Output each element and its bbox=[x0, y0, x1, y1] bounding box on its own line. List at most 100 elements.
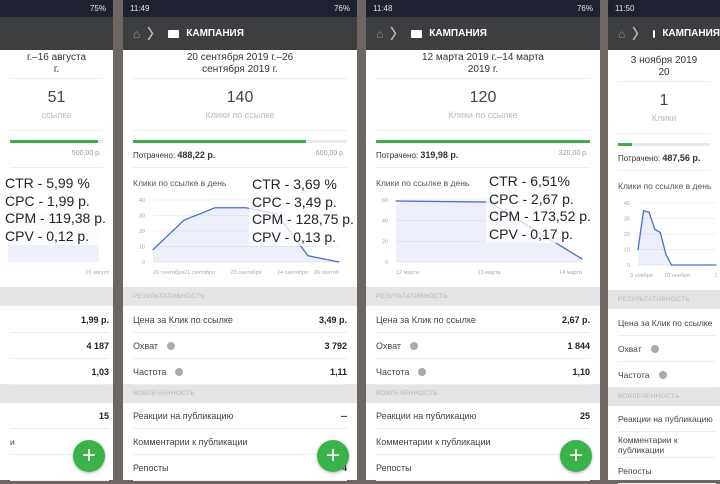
info-icon[interactable] bbox=[650, 345, 659, 354]
metric-label: Реакции на публикацию bbox=[618, 413, 713, 424]
metric-row: 4 187 bbox=[10, 333, 109, 359]
info-icon[interactable] bbox=[175, 368, 184, 377]
data-point bbox=[338, 261, 340, 263]
metric-label: Цена за Клик по ссылке bbox=[133, 314, 233, 325]
metric-label: Цена за Клик по ссылке bbox=[618, 317, 713, 328]
data-point bbox=[648, 211, 650, 213]
date-line: г.–16 августа bbox=[26, 52, 87, 63]
metrics-overlay: CTR - 5,99 % CPC - 1,99 р. CPM - 119,38 р.… bbox=[2, 175, 109, 245]
x-tick-label: 16 август bbox=[85, 270, 109, 276]
overlay-metric: CTR - 6,51% bbox=[489, 173, 570, 189]
metric-row: Частота 1,11 bbox=[133, 359, 347, 385]
metric-label: Частота bbox=[376, 366, 410, 377]
divider bbox=[376, 130, 590, 131]
status-time: 11:50 bbox=[615, 4, 635, 13]
breadcrumb-campaign[interactable]: КАМПАНИЯ bbox=[186, 28, 244, 39]
x-tick-label: 26 сентяб bbox=[314, 270, 339, 276]
metric-label: Комментарии к публикации bbox=[133, 436, 248, 447]
metric-label: Охват bbox=[376, 340, 402, 351]
add-button[interactable]: + bbox=[560, 440, 592, 472]
y-tick-label: 40 bbox=[624, 201, 630, 207]
data-point bbox=[670, 264, 673, 266]
section-header-performance: РЕЗУЛЬТАТИВНОСТЬ bbox=[366, 287, 600, 306]
metric-label: Охват bbox=[618, 343, 642, 354]
info-icon[interactable] bbox=[410, 342, 419, 351]
metric-label: Репосты bbox=[376, 462, 412, 473]
metric-label: Частота bbox=[133, 366, 167, 377]
divider bbox=[10, 130, 103, 131]
metric-label: Цена за Клик по ссылке bbox=[376, 314, 476, 325]
breadcrumb-campaign[interactable]: КАМПАНИЯ bbox=[429, 28, 487, 39]
metric-row: Охват bbox=[618, 336, 716, 362]
info-icon[interactable] bbox=[658, 371, 667, 380]
info-icon[interactable] bbox=[167, 342, 176, 351]
status-battery: 76% bbox=[333, 4, 350, 13]
phone-screen-b: 11:49 76% ⌂ 〉 КАМПАНИЯ 20 сентября 2019 г.–… bbox=[123, 0, 357, 481]
chart-title: Клики по ссылке в день bbox=[376, 178, 470, 188]
clicks-chart: 0 10 20 30 40 3 ноября 10 ноября 1 bbox=[624, 201, 718, 279]
clicks-label: Клики bbox=[651, 113, 677, 123]
data-point bbox=[183, 219, 185, 221]
budget-progress-bar bbox=[133, 140, 347, 143]
metric-value: 3,49 р. bbox=[318, 314, 347, 325]
metric-row: Цена за Клик по ссылке 3,49 р. bbox=[133, 307, 347, 333]
metrics-overlay: CTR - 6,51% CPC - 2,67 р. CPM - 173,52 р. C… bbox=[486, 173, 594, 243]
spent-text: Потрачено: 487,56 р. bbox=[618, 153, 700, 163]
date-line: 20 сентября 2019 г.–26 bbox=[186, 52, 294, 63]
folder-icon bbox=[411, 29, 423, 38]
add-button[interactable]: + bbox=[317, 440, 349, 472]
metric-row: Частота bbox=[618, 362, 716, 388]
date-line: сентября 2019 г. bbox=[202, 64, 278, 75]
budget-progress-fill bbox=[376, 140, 590, 143]
chevron-right-icon: 〉 bbox=[147, 25, 162, 42]
chart-area bbox=[638, 210, 716, 265]
add-button[interactable]: + bbox=[73, 440, 105, 472]
metric-row: 15 bbox=[10, 403, 109, 429]
chevron-right-icon: 〉 bbox=[632, 25, 647, 42]
x-tick-label: 21 сентября bbox=[184, 270, 215, 276]
y-tick-label: 20 bbox=[624, 232, 630, 238]
date-line: 20 bbox=[658, 67, 670, 78]
data-point bbox=[704, 264, 706, 266]
status-battery: 75% bbox=[89, 4, 106, 13]
x-tick-label: 14 марта bbox=[559, 270, 583, 276]
data-point bbox=[659, 231, 661, 234]
data-point bbox=[642, 210, 645, 212]
metric-row: Реакции на публикацию -- bbox=[133, 403, 347, 429]
plus-icon: + bbox=[81, 442, 96, 469]
breadcrumb: ⌂ 〉 КАМПАНИЯ bbox=[366, 17, 600, 50]
home-icon[interactable]: ⌂ bbox=[133, 26, 141, 41]
spent-label: Потрачено: bbox=[618, 154, 661, 163]
plus-icon: + bbox=[568, 442, 583, 469]
data-point bbox=[715, 264, 717, 266]
divider bbox=[618, 81, 710, 82]
divider bbox=[376, 167, 590, 168]
overlay-metric: CPV - 0,12 р. bbox=[5, 227, 90, 244]
metric-label: и bbox=[10, 436, 15, 447]
metric-label: Охват bbox=[133, 340, 159, 351]
metric-value: -- bbox=[341, 410, 347, 421]
clicks-count: 120 bbox=[469, 89, 497, 106]
data-point bbox=[687, 264, 689, 266]
divider bbox=[133, 167, 347, 168]
metric-value: 4 187 bbox=[86, 340, 109, 351]
chart-title: Клики по ссылке в день bbox=[618, 181, 712, 191]
home-icon[interactable]: ⌂ bbox=[376, 26, 384, 41]
x-tick-label: 24 сентября bbox=[277, 270, 308, 276]
metric-row: Реакции на публикацию bbox=[618, 406, 716, 432]
date-range: 20 сентября 2019 г.–26 сентября 2019 г. bbox=[123, 52, 357, 76]
y-tick-label: 20 bbox=[139, 229, 145, 235]
home-icon[interactable]: ⌂ bbox=[618, 26, 626, 41]
budget-progress-bar bbox=[10, 140, 103, 143]
divider bbox=[133, 130, 347, 131]
date-range: г.–16 августа г. bbox=[0, 52, 113, 76]
date-range: 12 марта 2019 г.–14 марта 2019 г. bbox=[366, 52, 600, 76]
y-tick-label: 10 bbox=[139, 245, 145, 251]
data-point bbox=[693, 264, 695, 266]
folder-icon bbox=[168, 29, 180, 38]
info-icon[interactable] bbox=[418, 368, 427, 377]
data-point bbox=[307, 255, 309, 257]
y-tick-label: 60 bbox=[382, 198, 388, 204]
metric-row: 1,03 bbox=[10, 359, 109, 385]
breadcrumb-campaign[interactable]: КАМПАНИЯ bbox=[662, 28, 720, 39]
